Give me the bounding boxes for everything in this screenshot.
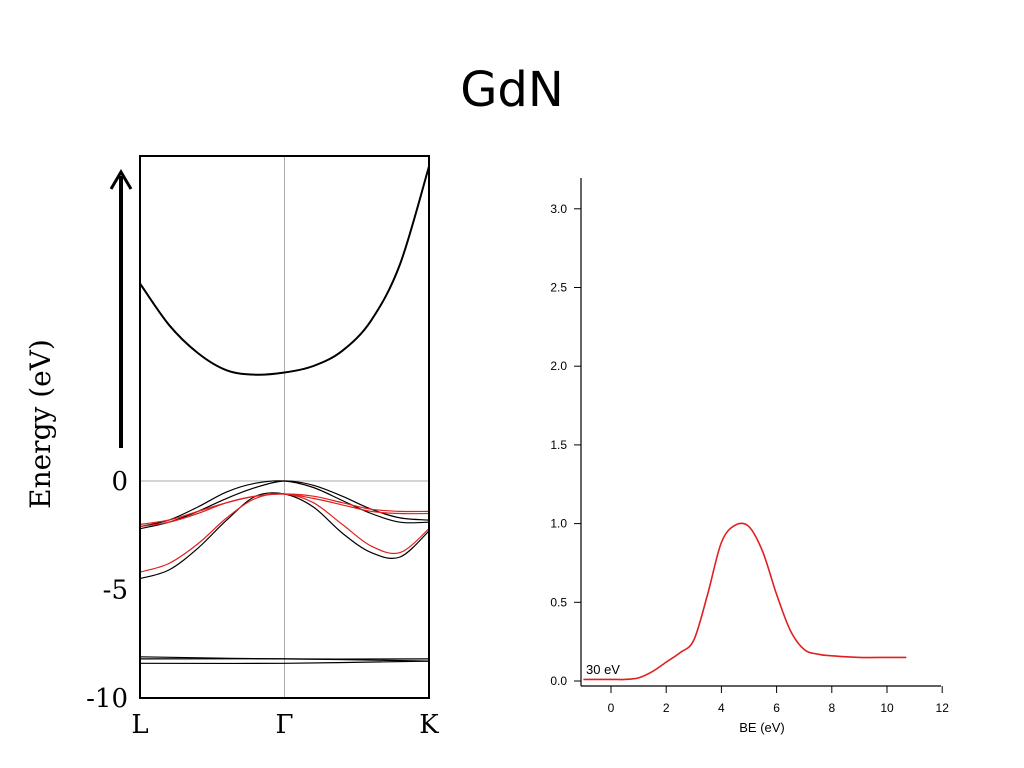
band-curves [139,166,430,665]
spectrum-x-tick-label: 6 [773,701,780,715]
spectrum-x-tick-label: 8 [828,701,835,715]
band-y-tick-label: -10 [86,684,128,714]
spectrum-plot: 0.0 0.5 1.0 1.5 2.0 2.5 3.0 0 2 4 6 8 10 12 30 eV BE… [550,178,949,735]
band-line-flat-2 [139,658,430,662]
spectrum-y-tick-label: 2.5 [550,281,567,295]
band-y-ticks: 0 -5 -10 [86,467,128,714]
spectrum-x-tick-label: 12 [936,701,950,715]
band-x-tick-label: L [131,710,148,740]
spectrum-y-tick-label: 3.0 [550,202,567,216]
spectrum-y-tick-label: 0.0 [550,674,567,688]
band-x-tick-label: Γ [275,710,293,740]
spectrum-x-tick-label: 4 [718,701,725,715]
band-line-flat-3 [139,660,430,665]
band-structure-plot: Energy (eV) 0 -5 -10 L Γ K [24,155,439,740]
spectrum-curve [583,522,907,681]
spectrum-axes [580,178,941,687]
band-x-tick-label: K [419,710,439,740]
spectrum-annotation: 30 eV [586,662,620,677]
spectrum-y-tick-label: 2.0 [550,359,567,373]
spectrum-x-ticks: 0 2 4 6 8 10 12 [608,686,950,715]
spectrum-y-ticks: 0.0 0.5 1.0 1.5 2.0 2.5 3.0 [550,202,581,688]
slide-title: GdN [460,62,564,118]
spectrum-x-tick-label: 2 [663,701,670,715]
spectrum-y-tick-label: 1.0 [550,517,567,531]
spectrum-x-tick-label: 0 [608,701,615,715]
band-y-tick-label: -5 [103,576,128,606]
spectrum-y-tick-label: 0.5 [550,595,567,609]
spectrum-x-tick-label: 10 [880,701,894,715]
band-line-valence-red-3 [139,493,430,528]
band-y-tick-label: 0 [111,467,128,497]
upward-arrow-icon [109,169,133,448]
band-frame [139,155,430,699]
spectrum-xlabel: BE (eV) [739,720,785,735]
band-line-conduction [139,166,430,376]
band-gridlines [140,156,429,698]
band-ylabel: Energy (eV) [24,339,57,509]
spectrum-y-tick-label: 1.5 [550,438,567,452]
